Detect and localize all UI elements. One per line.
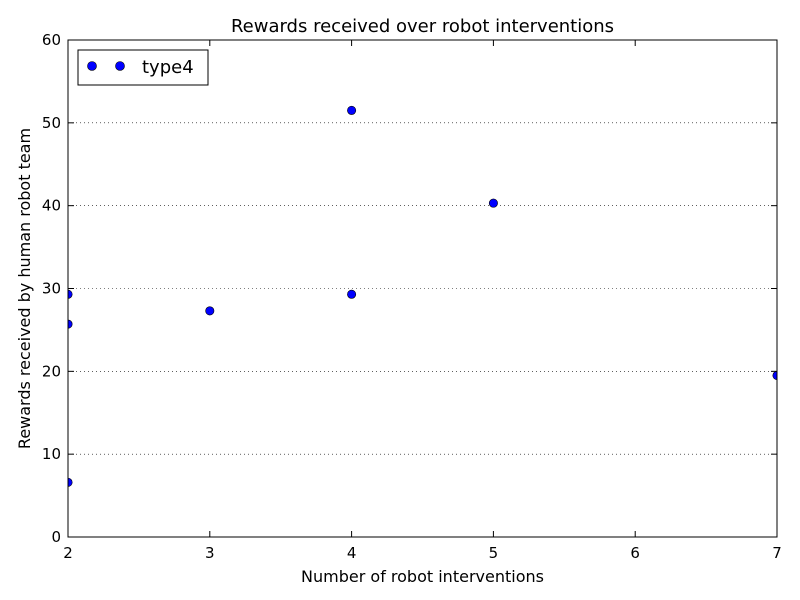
x-tick-label: 4 xyxy=(347,544,357,562)
x-tick-label: 3 xyxy=(205,544,215,562)
data-point xyxy=(68,319,73,329)
legend-marker xyxy=(87,61,97,71)
plot-points xyxy=(68,105,777,487)
y-tick-label: 10 xyxy=(42,445,61,463)
x-tick-label: 2 xyxy=(63,544,73,562)
y-tick-label: 20 xyxy=(42,362,61,380)
chart-title: Rewards received over robot intervention… xyxy=(231,16,614,37)
y-tick-label: 0 xyxy=(51,528,61,546)
y-tick-label: 60 xyxy=(42,31,61,49)
x-axis-label: Number of robot interventions xyxy=(301,567,544,586)
y-axis-label: Rewards received by human robot team xyxy=(15,128,34,449)
axis-ticks: 2 3 4 5 6 7 0 10 20 30 40 50 60 xyxy=(42,31,782,562)
legend-label: type4 xyxy=(142,57,194,78)
data-point xyxy=(68,289,73,299)
data-point xyxy=(347,105,357,115)
x-tick-label: 6 xyxy=(630,544,640,562)
y-tick-label: 40 xyxy=(42,197,61,215)
y-tick-label: 30 xyxy=(42,280,61,298)
x-tick-label: 5 xyxy=(489,544,499,562)
legend-box xyxy=(77,49,209,86)
y-tick-label: 50 xyxy=(42,114,61,132)
data-point xyxy=(205,306,215,316)
data-point xyxy=(68,477,73,487)
legend-marker xyxy=(115,61,125,71)
legend: type4 xyxy=(77,49,209,86)
data-point xyxy=(347,289,357,299)
data-point xyxy=(488,198,498,208)
x-tick-label: 7 xyxy=(772,544,782,562)
